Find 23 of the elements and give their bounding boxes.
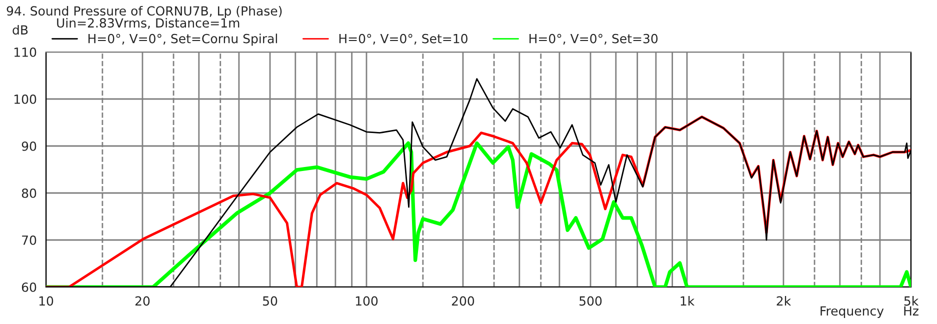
x-tick-label: 100: [356, 296, 378, 306]
x-tick-label: 1k: [680, 296, 695, 306]
x-axis-title: Frequency: [820, 306, 884, 318]
y-tick-label: 100: [14, 94, 36, 104]
chart-subtitle: Uin=2.83Vrms, Distance=1m: [57, 18, 240, 29]
legend-label: H=0°, V=0°, Set=10: [339, 34, 468, 45]
x-tick-label: 10: [39, 296, 54, 306]
x-tick-label: 500: [580, 296, 602, 306]
text: Hz: [904, 306, 918, 316]
x-tick-label: 50: [263, 296, 278, 306]
y-axis-title: dB: [12, 24, 28, 35]
chart-title: 94. Sound Pressure of CORNU7B, Lp (Phase): [6, 6, 282, 18]
x-tick-label: 2k: [776, 296, 792, 306]
y-tick-label: 70: [22, 235, 36, 245]
y-tick-label: 110: [14, 47, 36, 57]
y-tick-label: 80: [22, 188, 36, 198]
y-tick-label: 60: [22, 282, 36, 292]
y-tick-label: 90: [22, 141, 36, 151]
x-tick-label: 200: [452, 296, 474, 306]
legend-label: H=0°, V=0°, Set=30: [530, 34, 658, 45]
x-tick-label: 5k: [904, 296, 919, 306]
legend-label: H=0°, V=0°, Set=Cornu Spiral: [88, 34, 278, 46]
x-tick-label: 20: [135, 296, 150, 306]
